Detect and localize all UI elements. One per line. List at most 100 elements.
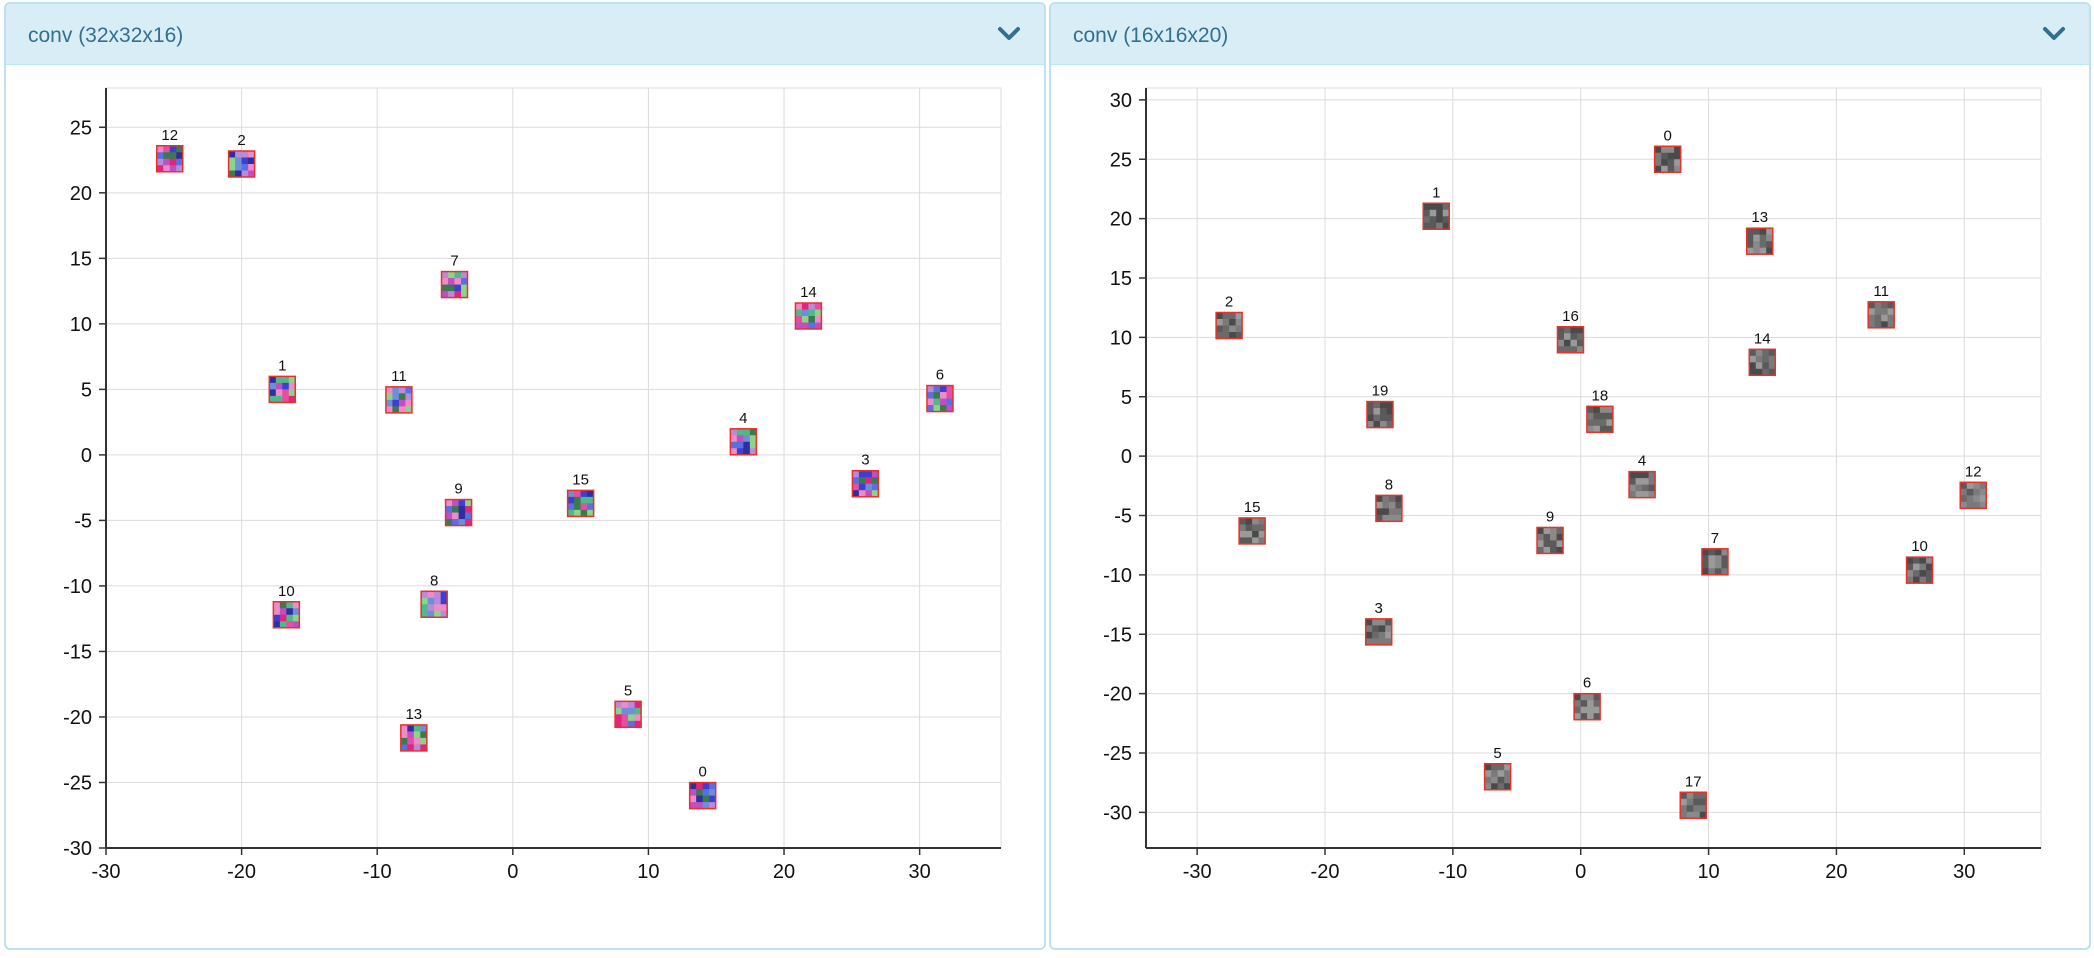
tile-cell: [567, 503, 575, 511]
tile-cell: [621, 714, 629, 722]
tile-cell: [1375, 514, 1383, 522]
point-tile: [1867, 301, 1895, 329]
chevron-down-icon[interactable]: [996, 22, 1022, 46]
tile-cell: [946, 398, 954, 406]
tile-border: [1586, 405, 1614, 434]
point-label: 6: [1583, 675, 1591, 692]
tile-cell: [1484, 776, 1492, 784]
tile-cell: [163, 145, 171, 153]
tile-cell: [1239, 530, 1247, 538]
tile-cell: [1497, 783, 1505, 791]
tile-cell: [696, 782, 704, 790]
point-tile: [566, 489, 595, 518]
tile-cell: [273, 608, 281, 616]
point-label: 4: [1638, 453, 1646, 470]
tile-cell: [405, 386, 413, 394]
tile-cell: [279, 601, 287, 609]
tile-cell: [288, 389, 296, 397]
tile-cell: [808, 322, 816, 330]
tile-cell: [795, 309, 803, 317]
tile-cell: [235, 157, 243, 165]
tile-cell: [1557, 346, 1565, 354]
tile-cell: [1755, 355, 1763, 363]
tile-cell: [1680, 798, 1688, 806]
tile-cell: [1388, 495, 1396, 503]
tile-cell: [871, 490, 879, 498]
tile-cell: [1395, 514, 1403, 522]
tile-cell: [1580, 693, 1588, 701]
tile-cell: [1926, 576, 1934, 584]
tile-cell: [1881, 308, 1889, 316]
tile-cell: [1606, 406, 1614, 414]
tile-cell: [1216, 312, 1224, 320]
tile-cell: [696, 802, 704, 810]
tile-cell: [858, 470, 866, 478]
tile-cell: [749, 435, 757, 443]
y-tick-label: -20: [1103, 684, 1132, 706]
tile-cell: [1919, 557, 1927, 565]
tile-cell: [574, 509, 582, 517]
tile-cell: [1768, 368, 1776, 376]
tile-cell: [176, 152, 184, 160]
tile-cell: [1378, 631, 1386, 639]
tile-cell: [392, 386, 400, 394]
tile-cell: [1379, 408, 1387, 416]
tile-cell: [1556, 540, 1564, 548]
tile-cell: [1423, 222, 1431, 230]
tile-border: [420, 590, 448, 619]
tile-cell: [269, 395, 277, 403]
tile-cell: [865, 477, 873, 485]
tile-cell: [385, 386, 393, 394]
tile-cell: [1491, 783, 1499, 791]
tile-cell: [1701, 568, 1709, 576]
tile-cell: [1654, 152, 1662, 160]
tile-cell: [1766, 247, 1774, 255]
tile-cell: [1386, 408, 1394, 416]
point-tile: [1556, 326, 1585, 354]
tile-cell: [702, 789, 710, 797]
tile-cell: [1661, 146, 1669, 154]
tile-cell: [454, 284, 462, 292]
tile-cell: [1258, 524, 1266, 532]
tile-cell: [1887, 308, 1895, 316]
point-tile: [1653, 145, 1682, 173]
point-label: 11: [391, 368, 407, 385]
tile-cell: [235, 151, 243, 158]
tile-cell: [634, 701, 642, 709]
point-tile: [1375, 494, 1403, 523]
tile-cell: [1667, 165, 1675, 173]
tile-cell: [939, 405, 947, 413]
point-tile: [1628, 470, 1656, 499]
tile-cell: [1235, 319, 1243, 326]
tile-cell: [1686, 805, 1694, 813]
tile-cell: [1753, 234, 1761, 242]
tile-cell: [420, 724, 428, 732]
tile-cell: [1919, 576, 1927, 584]
tile-cell: [628, 720, 636, 728]
tile-cell: [292, 621, 300, 629]
tile-cell: [385, 393, 393, 401]
tile-cell: [1593, 425, 1601, 433]
tile-cell: [1680, 805, 1688, 813]
tile-cell: [1755, 362, 1763, 370]
tile-cell: [440, 591, 448, 599]
panel-header[interactable]: conv (16x16x20): [1051, 4, 2089, 65]
tile-cell: [743, 435, 751, 443]
panel-header[interactable]: conv (32x32x16): [6, 4, 1044, 65]
tile-cell: [1216, 332, 1224, 339]
chevron-down-icon[interactable]: [2041, 22, 2067, 46]
tile-cell: [1543, 527, 1551, 535]
tile-cell: [1629, 491, 1637, 499]
tile-border: [1483, 763, 1512, 791]
tile-cell: [228, 157, 236, 165]
tile-cell: [814, 309, 822, 317]
tile-cell: [1576, 326, 1584, 334]
tile-cell: [852, 477, 860, 485]
point-label: 7: [450, 253, 458, 270]
point-tile: [1483, 763, 1512, 791]
tile-cell: [1755, 368, 1763, 376]
tile-cell: [398, 386, 406, 394]
tile-cell: [461, 271, 469, 279]
tile-border: [729, 428, 758, 456]
tile-cell: [1436, 203, 1444, 211]
